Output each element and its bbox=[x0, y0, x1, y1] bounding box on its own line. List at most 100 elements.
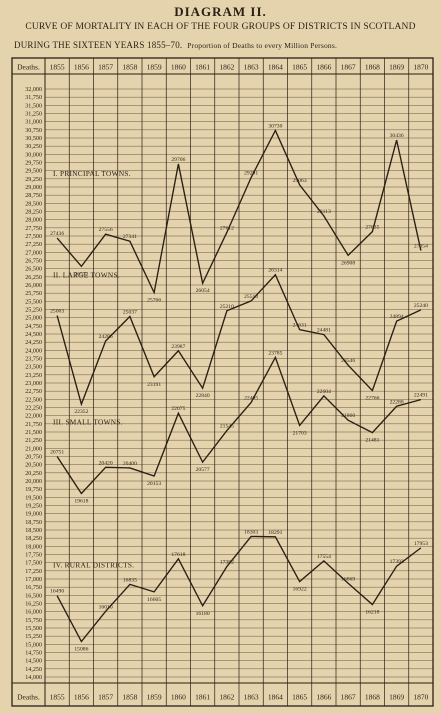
y-tick-label: 23,500 bbox=[25, 365, 42, 371]
data-label: 22288 bbox=[390, 399, 404, 405]
y-tick-label: 28,500 bbox=[25, 201, 42, 207]
data-label: 23785 bbox=[268, 350, 282, 356]
chart-frame bbox=[11, 57, 434, 707]
y-tick-label: 24,250 bbox=[25, 340, 42, 346]
x-tick-label-top: 1861 bbox=[195, 63, 210, 72]
x-tick-label-top: 1867 bbox=[341, 63, 356, 72]
y-tick-label: 20,000 bbox=[25, 479, 42, 485]
x-tick-label-top: 1862 bbox=[219, 63, 234, 72]
y-tick-label: 24,000 bbox=[25, 348, 42, 354]
y-tick-label: 27,750 bbox=[25, 226, 42, 232]
data-label: 29063 bbox=[293, 178, 307, 184]
y-tick-label: 29,500 bbox=[25, 169, 42, 175]
subtitle-years: DURING THE SIXTEEN YEARS 1855–70. bbox=[14, 40, 183, 50]
y-tick-label: 14,750 bbox=[25, 651, 42, 657]
data-label: 26314 bbox=[268, 268, 282, 274]
data-label: 24481 bbox=[317, 328, 331, 334]
y-tick-label: 18,500 bbox=[25, 528, 42, 534]
data-label: 16869 bbox=[341, 576, 355, 582]
y-tick-label: 15,250 bbox=[25, 634, 42, 640]
y-tick-label: 29,750 bbox=[25, 161, 42, 167]
y-tick-label: 18,250 bbox=[25, 536, 42, 542]
y-tick-label: 30,250 bbox=[25, 144, 42, 150]
y-tick-label: 26,000 bbox=[25, 283, 42, 289]
data-label: 21481 bbox=[365, 438, 379, 444]
data-label: 17953 bbox=[414, 541, 428, 547]
series-line bbox=[56, 355, 422, 495]
y-tick-label: 20,500 bbox=[25, 463, 42, 469]
corner-label-top: Deaths. bbox=[17, 63, 40, 72]
data-label: 21860 bbox=[341, 413, 355, 419]
y-tick-label: 17,000 bbox=[25, 577, 42, 583]
y-tick-label: 31,750 bbox=[25, 95, 42, 101]
y-tick-label: 26,750 bbox=[25, 259, 42, 265]
data-label: 17554 bbox=[317, 554, 331, 560]
y-tick-label: 30,500 bbox=[25, 136, 42, 142]
data-label: 22491 bbox=[414, 393, 428, 399]
y-tick-label: 31,250 bbox=[25, 112, 42, 118]
y-tick-label: 22,500 bbox=[25, 397, 42, 403]
x-tick-label-bottom: 1860 bbox=[171, 693, 186, 702]
x-tick-label-bottom: 1869 bbox=[389, 693, 404, 702]
diagram-title: DIAGRAM II. bbox=[174, 4, 267, 19]
series-name-label: II. LARGE TOWNS. bbox=[53, 271, 120, 280]
series-name-label: III. SMALL TOWNS. bbox=[53, 417, 123, 426]
x-tick-label-top: 1855 bbox=[50, 63, 65, 72]
data-label: 20420 bbox=[99, 460, 113, 466]
data-label: 25037 bbox=[123, 309, 137, 315]
y-tick-label: 25,750 bbox=[25, 291, 42, 297]
data-label: 24894 bbox=[390, 314, 404, 320]
data-label: 16605 bbox=[147, 597, 161, 603]
y-tick-label: 22,250 bbox=[25, 406, 42, 412]
y-tick-label: 21,000 bbox=[25, 446, 42, 452]
data-label: 15086 bbox=[74, 647, 88, 653]
y-tick-label: 14,500 bbox=[25, 659, 42, 665]
y-tick-label: 19,500 bbox=[25, 495, 42, 501]
y-tick-label: 21,500 bbox=[25, 430, 42, 436]
data-label: 21703 bbox=[293, 430, 307, 436]
y-tick-label: 14,000 bbox=[25, 675, 42, 681]
x-tick-label-top: 1859 bbox=[147, 63, 162, 72]
y-tick-label: 24,500 bbox=[25, 332, 42, 338]
y-tick-label: 20,250 bbox=[25, 471, 42, 477]
y-tick-label: 27,500 bbox=[25, 234, 42, 240]
series-name-label: I. PRINCIPAL TOWNS. bbox=[53, 169, 131, 178]
y-tick-label: 21,750 bbox=[25, 422, 42, 428]
x-tick-label-top: 1865 bbox=[292, 63, 307, 72]
data-label: 20751 bbox=[50, 449, 64, 455]
y-tick-label: 23,000 bbox=[25, 381, 42, 387]
data-label: 25766 bbox=[147, 298, 161, 304]
data-label: 26908 bbox=[341, 260, 355, 266]
data-label: 22352 bbox=[74, 409, 88, 415]
data-label: 27612 bbox=[220, 225, 234, 231]
y-tick-label: 23,750 bbox=[25, 357, 42, 363]
y-tick-label: 22,750 bbox=[25, 389, 42, 395]
data-label: 26054 bbox=[196, 288, 210, 294]
y-tick-label: 30,750 bbox=[25, 128, 42, 134]
y-tick-label: 26,500 bbox=[25, 267, 42, 273]
series-line bbox=[56, 535, 422, 643]
y-tick-label: 17,750 bbox=[25, 553, 42, 559]
x-tick-label-bottom: 1870 bbox=[413, 693, 428, 702]
data-label: 29706 bbox=[171, 157, 185, 163]
data-label: 17393 bbox=[390, 559, 404, 565]
y-tick-label: 31,500 bbox=[25, 103, 42, 109]
x-tick-label-bottom: 1862 bbox=[219, 693, 234, 702]
data-label: 22766 bbox=[365, 396, 379, 402]
data-label: 22405 bbox=[244, 395, 258, 401]
data-label: 27556 bbox=[99, 227, 113, 233]
y-tick-label: 28,250 bbox=[25, 210, 42, 216]
x-tick-label-top: 1866 bbox=[316, 63, 331, 72]
data-label: 22840 bbox=[196, 393, 210, 399]
data-label: 25240 bbox=[414, 303, 428, 309]
y-tick-label: 25,000 bbox=[25, 316, 42, 322]
x-tick-label-top: 1860 bbox=[171, 63, 186, 72]
data-label: 22604 bbox=[317, 389, 331, 395]
y-tick-label: 25,500 bbox=[25, 299, 42, 305]
y-tick-label: 19,000 bbox=[25, 512, 42, 518]
data-label: 16180 bbox=[196, 611, 210, 617]
x-tick-label-bottom: 1863 bbox=[244, 693, 259, 702]
x-tick-label-top: 1857 bbox=[98, 63, 113, 72]
y-tick-label: 14,250 bbox=[25, 667, 42, 673]
x-tick-label-bottom: 1861 bbox=[195, 693, 210, 702]
